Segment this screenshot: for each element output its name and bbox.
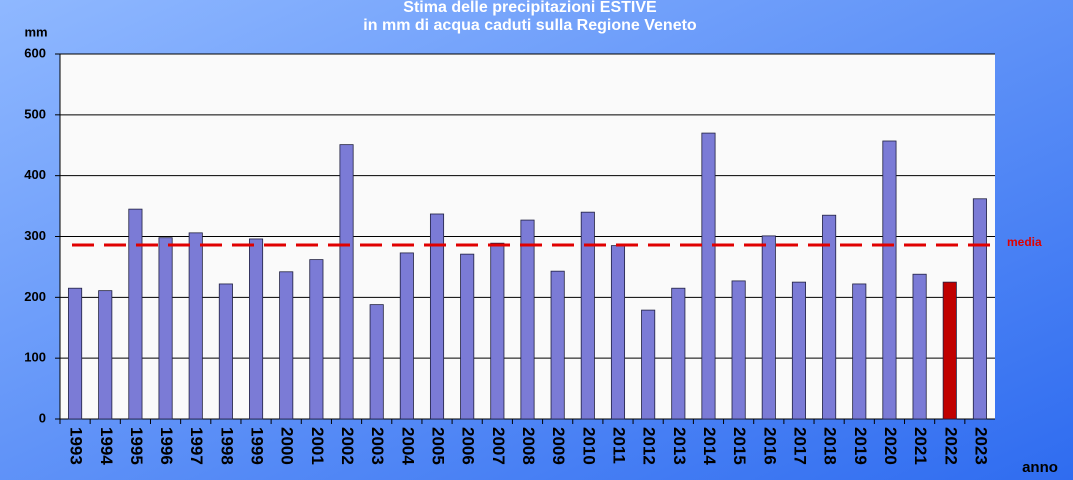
x-tick-label: 2008 <box>519 427 538 465</box>
y-tick-label: 200 <box>24 289 46 304</box>
x-tick-label: 2021 <box>911 427 930 465</box>
bar <box>882 140 897 420</box>
x-tick-label: 2016 <box>760 427 779 465</box>
bar <box>369 304 384 420</box>
x-tick-label: 2017 <box>790 427 809 465</box>
y-tick-label: 400 <box>24 167 46 182</box>
bar <box>912 273 927 420</box>
bar <box>339 144 354 420</box>
x-tick-label: 1997 <box>187 427 206 465</box>
mean-label: media <box>1007 235 1042 249</box>
x-tick-label: 1994 <box>97 427 116 465</box>
x-tick-label: 2002 <box>338 427 357 465</box>
x-tick-label: 2011 <box>609 427 628 464</box>
bar <box>791 281 806 420</box>
bar <box>701 132 716 420</box>
x-tick-label: 1998 <box>217 427 236 465</box>
bar <box>520 219 535 420</box>
x-tick-label: 2005 <box>429 427 448 465</box>
x-tick-label: 1999 <box>248 427 267 465</box>
x-tick-label: 2014 <box>700 427 719 465</box>
x-tick-label: 2020 <box>881 427 900 465</box>
x-tick-label: 2012 <box>640 427 659 465</box>
x-tick-label: 2019 <box>851 427 870 465</box>
bar <box>68 287 83 420</box>
x-tick-label: 1996 <box>157 427 176 465</box>
chart-subtitle: in mm di acqua caduti sulla Regione Vene… <box>363 17 697 34</box>
bar <box>671 287 686 420</box>
bar <box>550 270 565 420</box>
y-tick-label: 100 <box>24 350 46 365</box>
y-axis-label: mm <box>24 24 47 39</box>
x-tick-label: 2013 <box>670 427 689 465</box>
bar <box>429 213 445 420</box>
bar <box>641 309 656 420</box>
x-axis-label: anno <box>1022 459 1058 476</box>
bar <box>279 271 294 420</box>
bar <box>128 208 143 420</box>
bar <box>98 290 113 420</box>
x-tick-label: 2007 <box>489 427 508 465</box>
x-tick-label: 2009 <box>549 427 568 465</box>
chart-title: Stima delle precipitazioni ESTIVE <box>403 0 657 16</box>
x-tick-label: 2015 <box>730 427 749 465</box>
bar <box>731 280 746 420</box>
bar <box>761 235 776 420</box>
x-tick-label: 2010 <box>579 427 598 465</box>
y-tick-label: 600 <box>24 45 46 60</box>
x-tick-label: 2004 <box>398 427 417 465</box>
x-tick-label: 2018 <box>821 427 840 465</box>
x-tick-label: 2022 <box>941 427 960 465</box>
bar <box>460 253 475 420</box>
bar <box>309 259 324 420</box>
y-tick-label: 0 <box>39 410 46 425</box>
y-tick-label: 500 <box>24 106 46 121</box>
bar <box>188 232 203 420</box>
bar <box>399 252 414 420</box>
bar <box>972 198 987 420</box>
x-tick-label: 2003 <box>368 427 387 465</box>
x-tick-label: 2006 <box>459 427 478 465</box>
y-tick-label: 300 <box>24 228 46 243</box>
bar <box>822 214 837 420</box>
bar <box>852 283 867 420</box>
bar <box>490 242 505 420</box>
bar <box>218 283 233 420</box>
bar <box>158 237 173 420</box>
x-tick-label: 2023 <box>971 427 990 465</box>
x-tick-label: 2000 <box>278 427 297 465</box>
bar <box>610 245 626 420</box>
x-tick-label: 1993 <box>67 427 86 465</box>
x-tick-label: 2001 <box>308 427 327 465</box>
bar <box>249 238 264 420</box>
bar <box>942 281 957 420</box>
x-tick-label: 1995 <box>127 427 146 465</box>
bar <box>580 211 595 420</box>
